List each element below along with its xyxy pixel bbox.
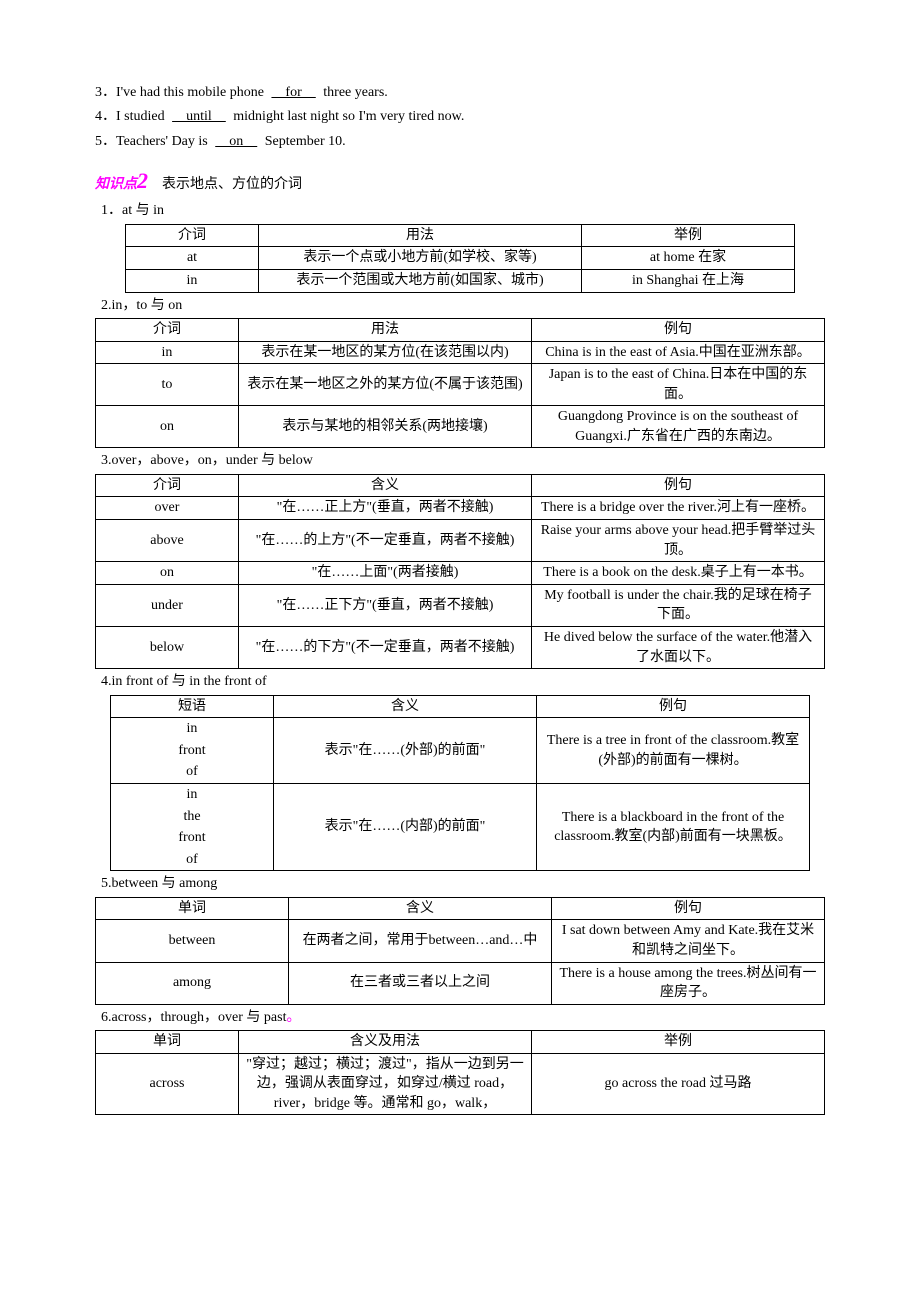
table-across-through: 单词含义及用法举例 across"穿过；越过；横过；渡过"，指从一边到另一边，强调… bbox=[95, 1030, 825, 1115]
table-cell: There is a house among the trees.树丛间有一座房… bbox=[552, 962, 825, 1004]
table-cell: "穿过；越过；横过；渡过"，指从一边到另一边，强调从表面穿过，如穿过/横过 ro… bbox=[239, 1053, 532, 1115]
table-cell: There is a book on the desk.桌子上有一本书。 bbox=[532, 562, 825, 585]
table-cell: to bbox=[96, 364, 239, 406]
table-cell: 表示与某地的相邻关系(两地接壤) bbox=[239, 406, 532, 448]
table-cell: front bbox=[111, 827, 274, 849]
sec2-title: 2.in，to 与 on bbox=[101, 295, 825, 317]
table-cell: under bbox=[96, 584, 239, 626]
table-cell: in Shanghai 在上海 bbox=[582, 269, 795, 292]
post: September 10. bbox=[261, 134, 345, 149]
table-cell: front bbox=[111, 740, 274, 762]
table-over-above: 介词含义例句over"在……正上方"(垂直，两者不接触)There is a b… bbox=[95, 474, 825, 669]
table-cell: in bbox=[111, 718, 274, 740]
table-header: 用法 bbox=[239, 318, 532, 341]
knowledge-title: 表示地点、方位的介词 bbox=[148, 177, 302, 192]
table-in-to-on: 介词用法例句 in表示在某一地区的某方位(在该范围以内)China is in t… bbox=[95, 318, 825, 449]
post: midnight last night so I'm very tired no… bbox=[230, 109, 465, 124]
table-header: 含义 bbox=[289, 897, 552, 920]
table-header: 例句 bbox=[537, 695, 810, 718]
table-cell: across bbox=[96, 1053, 239, 1115]
table-cell: My football is under the chair.我的足球在椅子下面… bbox=[532, 584, 825, 626]
sentence-4: 4．I studied until midnight last night so… bbox=[95, 106, 825, 128]
table-header: 介词 bbox=[96, 318, 239, 341]
table-header: 短语 bbox=[111, 695, 274, 718]
table-cell: 表示一个范围或大地方前(如国家、城市) bbox=[259, 269, 582, 292]
table-cell: I sat down between Amy and Kate.我在艾米和凯特之… bbox=[552, 920, 825, 962]
table-cell: 在两者之间，常用于between…and…中 bbox=[289, 920, 552, 962]
table-header: 单词 bbox=[96, 897, 289, 920]
table-cell: in bbox=[126, 269, 259, 292]
blank-answer: for bbox=[267, 85, 319, 100]
table-front-of: 短语含义例句 in表示"在……(外部)的前面"There is a tree in… bbox=[110, 695, 810, 872]
table-header: 介词 bbox=[96, 474, 239, 497]
sec4-title: 4.in front of 与 in the front of bbox=[101, 671, 825, 693]
table-cell: over bbox=[96, 497, 239, 520]
table-cell: "在……的下方"(不一定垂直，两者不接触) bbox=[239, 627, 532, 669]
table-header: 含义及用法 bbox=[239, 1031, 532, 1054]
num: 3． bbox=[95, 85, 116, 100]
pre: Teachers' Day is bbox=[116, 134, 211, 149]
table-cell: 表示"在……(内部)的前面" bbox=[274, 783, 537, 870]
table-cell: Raise your arms above your head.把手臂举过头顶。 bbox=[532, 520, 825, 562]
num: 4． bbox=[95, 109, 116, 124]
table-cell: of bbox=[111, 849, 274, 871]
post: three years. bbox=[320, 85, 388, 100]
table-cell: above bbox=[96, 520, 239, 562]
table-cell: There is a tree in front of the classroo… bbox=[537, 718, 810, 784]
table-between-among: 单词含义例句 between在两者之间，常用于between…and…中I sat… bbox=[95, 897, 825, 1005]
table-cell: of bbox=[111, 761, 274, 783]
table-cell: the bbox=[111, 806, 274, 828]
table-header: 举例 bbox=[582, 224, 795, 247]
pre: I've had this mobile phone bbox=[116, 85, 267, 100]
table-cell: There is a bridge over the river.河上有一座桥。 bbox=[532, 497, 825, 520]
table-cell: between bbox=[96, 920, 289, 962]
table-cell: on bbox=[96, 406, 239, 448]
table-cell: "在……正下方"(垂直，两者不接触) bbox=[239, 584, 532, 626]
table-header: 例句 bbox=[552, 897, 825, 920]
table-header: 用法 bbox=[259, 224, 582, 247]
table-cell: below bbox=[96, 627, 239, 669]
table-header: 含义 bbox=[274, 695, 537, 718]
table-cell: in bbox=[111, 783, 274, 805]
table-cell: He dived below the surface of the water.… bbox=[532, 627, 825, 669]
table-cell: 表示"在……(外部)的前面" bbox=[274, 718, 537, 784]
table-cell: on bbox=[96, 562, 239, 585]
table-cell: 在三者或三者以上之间 bbox=[289, 962, 552, 1004]
sec1-title: 1．at 与 in bbox=[101, 200, 825, 222]
table-cell: 表示在某一地区之外的某方位(不属于该范围) bbox=[239, 364, 532, 406]
table-cell: at home 在家 bbox=[582, 247, 795, 270]
table-cell: There is a blackboard in the front of th… bbox=[537, 783, 810, 870]
num: 5． bbox=[95, 134, 116, 149]
knowledge-point-heading: 知识点2 表示地点、方位的介词 bbox=[95, 155, 825, 198]
table-cell: "在……上面"(两者接触) bbox=[239, 562, 532, 585]
table-at-in: 介词用法举例 at表示一个点或小地方前(如学校、家等)at home 在家 in表示… bbox=[125, 224, 795, 293]
sentence-5: 5．Teachers' Day is on September 10. bbox=[95, 131, 825, 153]
table-header: 例句 bbox=[532, 318, 825, 341]
table-cell: "在……的上方"(不一定垂直，两者不接触) bbox=[239, 520, 532, 562]
pre: I studied bbox=[116, 109, 168, 124]
table-header: 介词 bbox=[126, 224, 259, 247]
table-header: 含义 bbox=[239, 474, 532, 497]
table-cell: China is in the east of Asia.中国在亚洲东部。 bbox=[532, 341, 825, 364]
blank-answer: on bbox=[211, 134, 261, 149]
table-cell: in bbox=[96, 341, 239, 364]
knowledge-num: 2 bbox=[137, 168, 148, 193]
table-cell: "在……正上方"(垂直，两者不接触) bbox=[239, 497, 532, 520]
knowledge-label: 知识点 bbox=[95, 177, 137, 192]
table-cell: among bbox=[96, 962, 289, 1004]
table-header: 单词 bbox=[96, 1031, 239, 1054]
sec6-title: 6.across，through，over 与 past。 bbox=[101, 1007, 825, 1029]
sec5-title: 5.between 与 among bbox=[101, 873, 825, 895]
blank-answer: until bbox=[168, 109, 230, 124]
table-cell: Japan is to the east of China.日本在中国的东面。 bbox=[532, 364, 825, 406]
sec3-title: 3.over，above，on，under 与 below bbox=[101, 450, 825, 472]
table-cell: at bbox=[126, 247, 259, 270]
table-cell: 表示在某一地区的某方位(在该范围以内) bbox=[239, 341, 532, 364]
table-header: 例句 bbox=[532, 474, 825, 497]
table-cell: 表示一个点或小地方前(如学校、家等) bbox=[259, 247, 582, 270]
sentence-3: 3．I've had this mobile phone for three y… bbox=[95, 82, 825, 104]
table-header: 举例 bbox=[532, 1031, 825, 1054]
table-cell: Guangdong Province is on the southeast o… bbox=[532, 406, 825, 448]
table-cell: go across the road 过马路 bbox=[532, 1053, 825, 1115]
